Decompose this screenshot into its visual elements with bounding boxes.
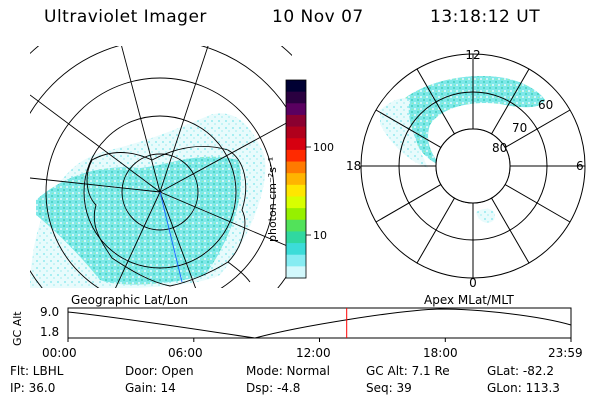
- colorbar-swatch: [286, 231, 306, 244]
- mlt-label-12: 12: [465, 48, 480, 62]
- mlt-label-0: 0: [469, 276, 477, 290]
- colorbar-swatch: [286, 126, 306, 139]
- altitude-timeline: 9.0 1.8 GC Alt: [11, 305, 572, 346]
- time-label: 13:18:12 UT: [430, 7, 541, 27]
- colorbar-swatch: [286, 103, 306, 116]
- colorbar-frame: [285, 79, 307, 279]
- colorbar-gradient: [286, 80, 306, 279]
- colorbar-swatch: [286, 80, 306, 93]
- geographic-map: [30, 46, 292, 288]
- peninsula-coastline: [227, 261, 251, 283]
- x-tick-06-00: 06:00: [168, 346, 203, 360]
- x-tick-23-59: 23:59: [548, 346, 583, 360]
- x-tick-00-00: 00:00: [42, 346, 77, 360]
- mlat-label-70: 70: [512, 121, 527, 135]
- colorbar-swatch: [286, 243, 306, 256]
- latitude-circles: [30, 46, 292, 288]
- info-ip: IP: 36.0: [10, 381, 56, 395]
- mlat-label-80: 80: [492, 141, 507, 155]
- left-panel-caption: Geographic Lat/Lon: [71, 293, 188, 307]
- auroral-oval-emission: [404, 76, 545, 165]
- mlt-label-6: 6: [576, 159, 584, 173]
- magnetic-polar-plot: 12 18 6 0 60 70 80: [346, 48, 586, 290]
- colorbar-swatch: [286, 161, 306, 174]
- colorbar-tick-label-10: 10: [313, 229, 327, 242]
- info-door: Door: Open: [125, 364, 194, 378]
- colorbar-swatch: [286, 219, 306, 233]
- colorbar-swatch: [286, 91, 306, 104]
- gc-alt-axis-label: GC Alt: [11, 311, 24, 346]
- instrument-title: Ultraviolet Imager: [44, 7, 207, 27]
- y-tick-1-8: 1.8: [40, 325, 59, 339]
- colorbar-unit-label: photon cm⁻²s⁻¹: [266, 157, 279, 242]
- colorbar-swatch: [286, 173, 306, 186]
- x-tick-18-00: 18:00: [423, 346, 458, 360]
- auroral-faint-emission: [380, 98, 428, 168]
- colorbar-swatch: [286, 254, 306, 267]
- colorbar-swatch: [286, 149, 306, 163]
- auroral-emission-region: [36, 156, 242, 285]
- noon-meridian-line: [159, 191, 183, 283]
- info-glon: GLon: 113.3: [487, 381, 560, 395]
- polar-cap-center: [435, 128, 511, 204]
- mlat-label-60: 60: [538, 98, 553, 112]
- info-mode: Mode: Normal: [246, 364, 330, 378]
- colorbar-tick-label-100: 100: [313, 141, 334, 154]
- x-tick-12-00: 12:00: [296, 346, 331, 360]
- altitude-curve: [67, 308, 572, 339]
- colorbar-swatch: [286, 196, 306, 209]
- timeline-x-ticks: [67, 338, 572, 342]
- info-filter: Flt: LBHL: [10, 364, 64, 378]
- longitude-lines: [30, 46, 292, 288]
- colorbar-swatch: [286, 266, 306, 279]
- info-gc-alt: GC Alt: 7.1 Re: [366, 364, 450, 378]
- right-panel-caption: Apex MLat/MLT: [424, 293, 514, 307]
- info-glat: GLat: -82.2: [487, 364, 554, 378]
- colorbar: 100 10 photon cm⁻²s⁻¹: [266, 79, 334, 279]
- colorbar-swatch: [286, 114, 306, 128]
- info-dsp: Dsp: -4.8: [246, 381, 301, 395]
- colorbar-swatch: [286, 184, 306, 198]
- mlt-label-18: 18: [346, 159, 361, 173]
- colorbar-swatch: [286, 138, 306, 151]
- auroral-patch: [476, 208, 495, 223]
- info-gain: Gain: 14: [125, 381, 176, 395]
- info-seq: Seq: 39: [366, 381, 412, 395]
- date-label: 10 Nov 07: [272, 7, 364, 27]
- y-tick-9-0: 9.0: [40, 305, 59, 319]
- colorbar-swatch: [286, 208, 306, 221]
